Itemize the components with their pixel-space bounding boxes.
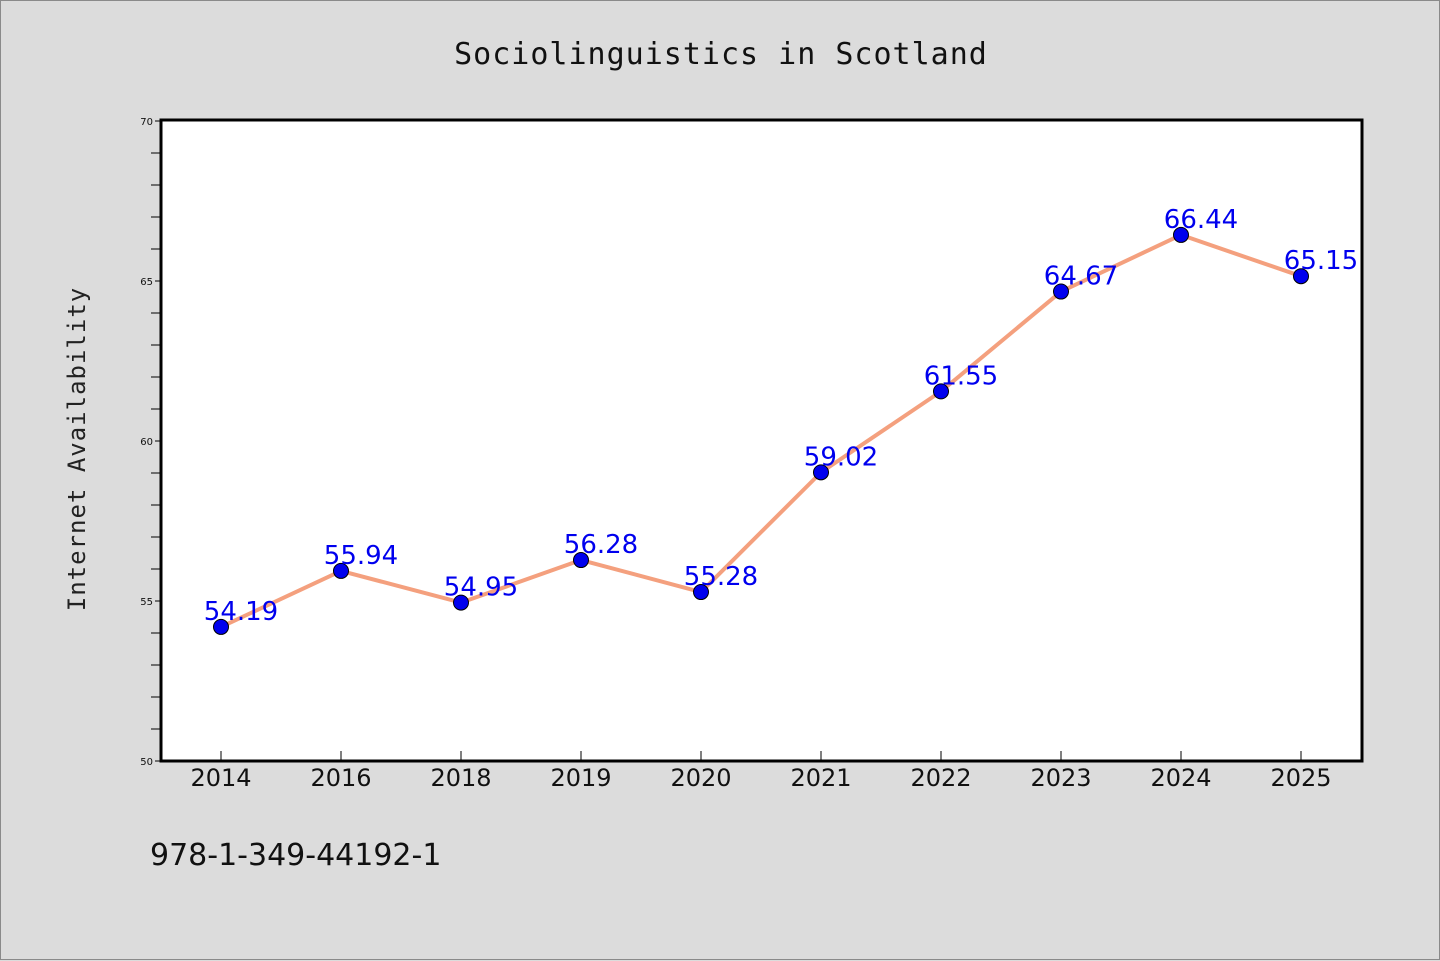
x-tick-label: 2021: [790, 764, 851, 792]
data-label: 65.15: [1284, 246, 1358, 276]
x-tick-label: 2016: [310, 764, 371, 792]
x-tick-label: 2014: [190, 764, 251, 792]
data-point: [693, 584, 709, 601]
data-label: 55.94: [324, 541, 398, 571]
data-point: [453, 594, 469, 611]
y-axis-ticks: 50 55 60 65 70: [140, 117, 161, 768]
y-tick-label: 60: [140, 437, 153, 448]
y-axis-label: Internet Availability: [63, 287, 91, 611]
data-point: [933, 383, 949, 400]
data-label: 59.02: [804, 442, 878, 472]
data-label: 54.19: [204, 597, 278, 627]
series-line: [219, 232, 1303, 629]
data-point: [1293, 268, 1309, 285]
x-tick-label: 2025: [1270, 764, 1331, 792]
data-label: 66.44: [1164, 205, 1238, 235]
x-tick-label: 2019: [550, 764, 611, 792]
x-tick-label: 2023: [1030, 764, 1091, 792]
y-tick-label: 55: [140, 597, 153, 608]
data-label: 55.28: [684, 562, 758, 592]
y-tick-label: 65: [140, 277, 153, 288]
isbn-text: 978-1-349-44192-1: [150, 838, 441, 873]
data-label: 56.28: [564, 530, 638, 560]
data-point: [213, 618, 229, 635]
data-labels-group: 54.19 55.94 54.95 56.28 55.28 59.02 61.55 64.67…: [204, 205, 1358, 627]
data-point: [573, 552, 589, 569]
data-point: [1053, 283, 1069, 300]
x-tick-label: 2024: [1150, 764, 1211, 792]
plot-area: [159, 118, 1364, 763]
data-point: [333, 562, 349, 579]
y-tick-label: 70: [140, 117, 153, 128]
series-line-group: [213, 226, 1309, 635]
data-point: [813, 464, 829, 481]
x-tick-label: 2018: [430, 764, 491, 792]
data-label: 61.55: [924, 361, 998, 391]
x-axis-ticks: 2014 2016 2018 2019 2020 2021 2022 2023 2024 2025: [190, 751, 1332, 792]
y-tick-label: 50: [140, 757, 153, 768]
chart-title: Sociolinguistics in Scotland: [454, 37, 988, 72]
data-label: 64.67: [1044, 262, 1118, 292]
x-tick-label: 2022: [910, 764, 971, 792]
data-point: [1173, 226, 1189, 243]
data-label: 54.95: [444, 573, 518, 603]
x-tick-label: 2020: [670, 764, 731, 792]
